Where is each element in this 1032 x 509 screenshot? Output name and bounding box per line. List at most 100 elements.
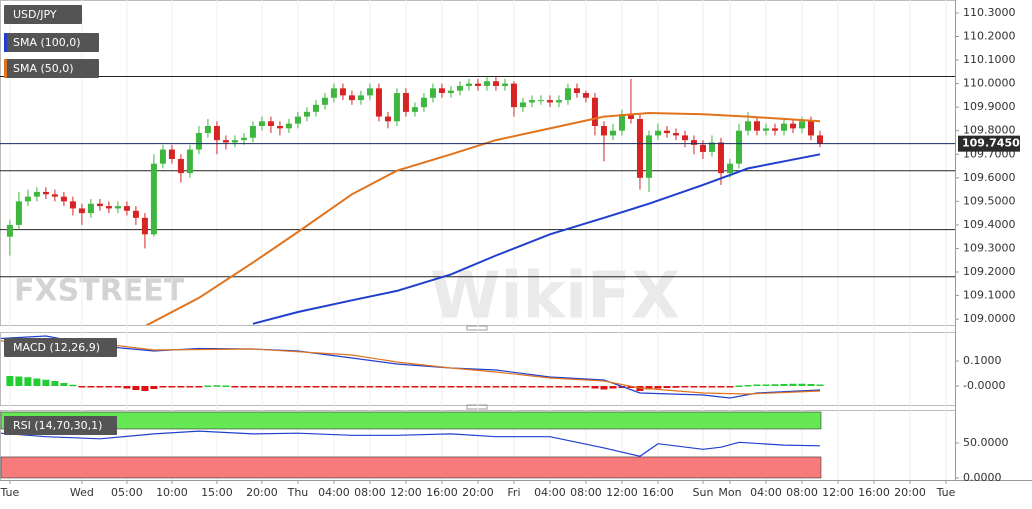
histogram-bar [609,386,617,389]
x-tick-label: 12:00 [390,486,422,499]
y-tick-label: 110.2000 [963,30,1016,43]
x-tick-label: 08:00 [570,486,602,499]
overbought-band [0,411,822,430]
histogram-bar [6,376,14,386]
candle-body [114,206,121,209]
candle-body [735,130,742,164]
x-tick-label: 16:00 [858,486,890,499]
histogram-bar [42,379,50,386]
histogram-bar [384,386,392,388]
candle-body [564,88,571,101]
candle-body [285,123,292,129]
panel-divider-handle [466,404,488,410]
y-tick-label: 110.3000 [963,6,1016,19]
candle-body [141,217,148,235]
histogram-bar [33,378,41,386]
histogram-bar [456,386,464,388]
candle-body [33,191,40,197]
histogram-bar [339,386,347,388]
x-tick-label: 20:00 [246,486,278,499]
candle-body [465,83,472,86]
label-box [4,416,117,435]
y-tick-label: 110.1000 [963,53,1016,66]
candle-body [654,130,661,136]
candle-body [645,135,652,178]
indicator-line [0,430,821,457]
histogram-bar [258,386,266,388]
indicator-line [0,335,821,399]
label-box [4,59,99,78]
candle-body [699,144,706,152]
histogram-bar [510,386,518,388]
candle-body [105,206,112,209]
candle-body [555,100,562,103]
candle-body [681,135,688,141]
histogram-bar [393,386,401,388]
histogram-bar [798,383,806,386]
histogram-bar [672,386,680,388]
histogram-bar [114,386,122,388]
candle-body [339,88,346,96]
candle-body [510,83,517,108]
candle-body [717,142,724,174]
last-price-label: 109.7450 [962,137,1020,150]
candle-body [168,149,175,159]
candle-body [375,88,382,117]
candle-body [708,142,715,152]
histogram-bar [159,386,167,388]
histogram-bar [771,384,779,386]
candle-body [573,88,580,94]
candle-body [24,196,31,202]
y-tick-label: 109.0000 [963,312,1016,325]
label-color-bar [4,33,7,52]
candle-body [447,90,454,94]
candle-body [411,107,418,112]
candle-body [15,201,22,225]
histogram-bar [123,386,131,389]
candle-body [798,121,805,129]
histogram-bar [564,386,572,388]
histogram-bar [51,381,59,386]
histogram-bar [357,386,365,388]
histogram-bar [573,386,581,388]
candle-body [384,116,391,122]
x-tick-label: 15:00 [201,486,233,499]
y-tick-label: 109.5000 [963,194,1016,207]
candle-body [546,100,553,103]
histogram-bar [816,384,824,386]
candle-body [96,203,103,207]
histogram-bar [348,386,356,388]
candle-body [519,102,526,108]
x-tick-label: 08:00 [354,486,386,499]
candle-body [609,130,616,136]
histogram-bar [492,386,500,388]
candle-body [204,125,211,134]
histogram-bar [780,384,788,386]
x-tick-label: 05:00 [111,486,143,499]
histogram-bar [60,383,68,386]
y-tick-label: 0.1000 [963,354,1002,367]
histogram-bar [204,385,212,387]
candle-body [186,149,193,174]
histogram-bar [24,377,32,386]
candle-body [663,130,670,134]
candle-body [537,100,544,102]
candle-body [636,118,643,178]
candle-body [582,93,589,98]
candle-body [600,125,607,136]
histogram-bar [78,386,86,388]
candle-body [726,163,733,174]
candle-body [303,111,310,117]
y-tick-label: 109.4000 [963,218,1016,231]
line-group [0,430,821,457]
x-tick-label: 16:00 [426,486,458,499]
label-text: RSI (14,70,30,1) [13,419,102,432]
x-tick-label: Tue [0,486,20,499]
x-tick-label: Mon [718,486,741,499]
candle-body [150,163,157,235]
histogram-bar [591,386,599,389]
histogram-bar [168,386,176,388]
histogram-bar [528,386,536,388]
histogram-bar [213,385,221,387]
